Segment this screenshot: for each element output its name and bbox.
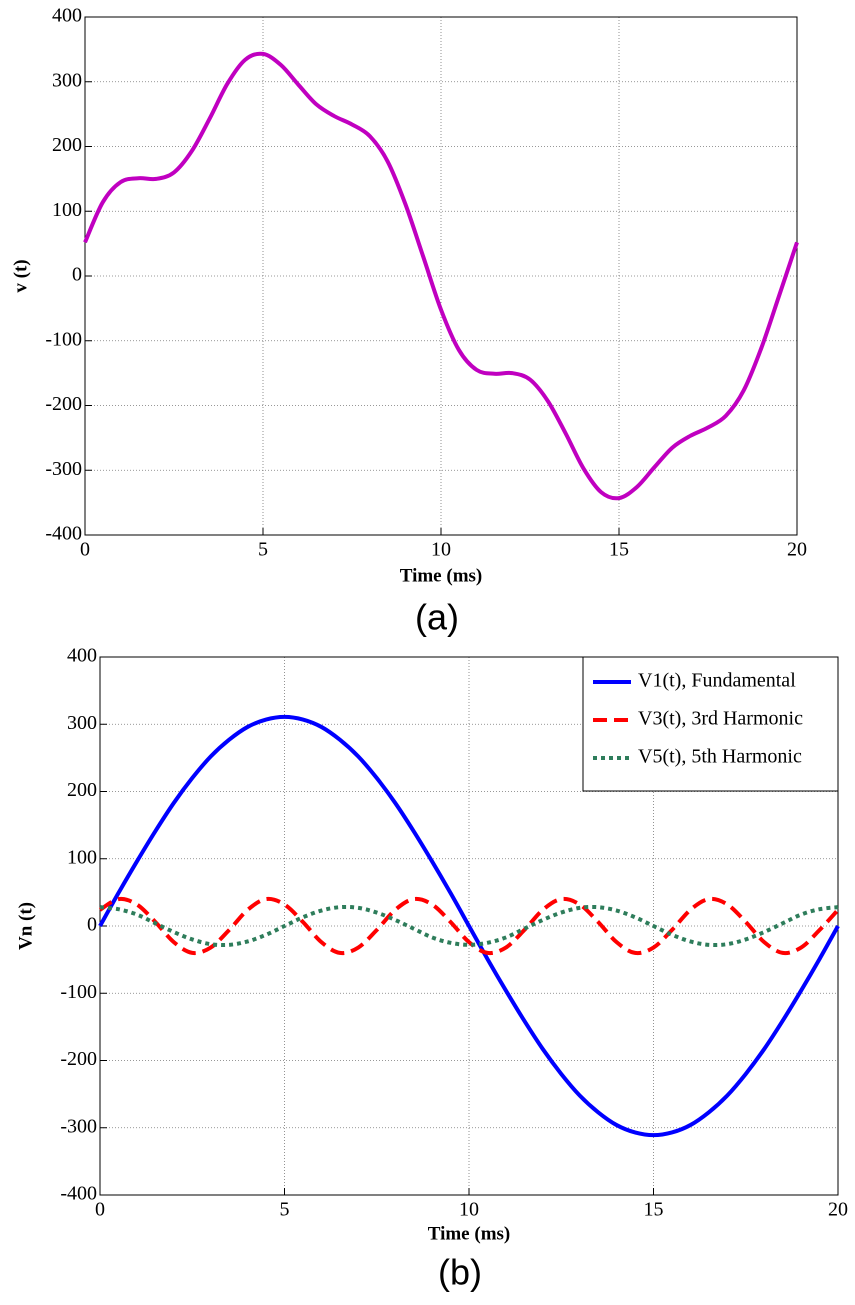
x-tick-label: 0: [80, 539, 90, 561]
y-axis-label: v (t): [10, 259, 31, 292]
y-tick-label: -300: [45, 458, 82, 480]
data-line: [99, 904, 839, 948]
x-axis-label: Time (ms): [428, 1223, 511, 1244]
legend-label: V3(t), 3rd Harmonic: [638, 708, 803, 730]
legend-box: [582, 656, 839, 792]
data-line: [98, 714, 840, 1138]
x-tick-label: 10: [459, 1199, 479, 1221]
y-tick-label: -100: [45, 328, 82, 350]
y-tick-label: 200: [67, 779, 97, 801]
y-tick-label: -100: [60, 981, 97, 1003]
y-tick-label: 100: [67, 846, 97, 868]
y-tick-label: -300: [60, 1115, 97, 1137]
plot-frame: [84, 16, 798, 536]
y-tick-label: 300: [67, 712, 97, 734]
x-tick-label: 5: [258, 539, 268, 561]
y-tick-label: 0: [87, 914, 97, 936]
y-tick-label: 100: [52, 199, 82, 221]
y-tick-label: -400: [60, 1183, 97, 1205]
x-tick-label: 15: [609, 539, 629, 561]
x-tick-label: 0: [95, 1199, 105, 1221]
x-tick-label: 10: [431, 539, 451, 561]
caption: (b): [438, 1252, 482, 1293]
caption: (a): [415, 597, 459, 638]
data-line: [98, 896, 840, 956]
y-axis-label: Vn (t): [15, 902, 36, 950]
y-tick-label: -200: [45, 393, 82, 415]
y-tick-label: -200: [60, 1048, 97, 1070]
legend-label: V5(t), 5th Harmonic: [638, 746, 802, 768]
y-tick-label: 200: [52, 134, 82, 156]
y-tick-label: 0: [72, 264, 82, 286]
y-tick-label: 300: [52, 69, 82, 91]
x-tick-label: 5: [280, 1199, 290, 1221]
x-tick-label: 15: [644, 1199, 664, 1221]
x-tick-label: 20: [828, 1199, 848, 1221]
y-tick-label: -400: [45, 523, 82, 545]
y-tick-label: 400: [52, 5, 82, 27]
data-line: [83, 51, 799, 501]
x-tick-label: 20: [787, 539, 807, 561]
x-axis-label: Time (ms): [400, 565, 483, 586]
y-tick-label: 400: [67, 645, 97, 667]
legend-label: V1(t), Fundamental: [638, 670, 796, 692]
